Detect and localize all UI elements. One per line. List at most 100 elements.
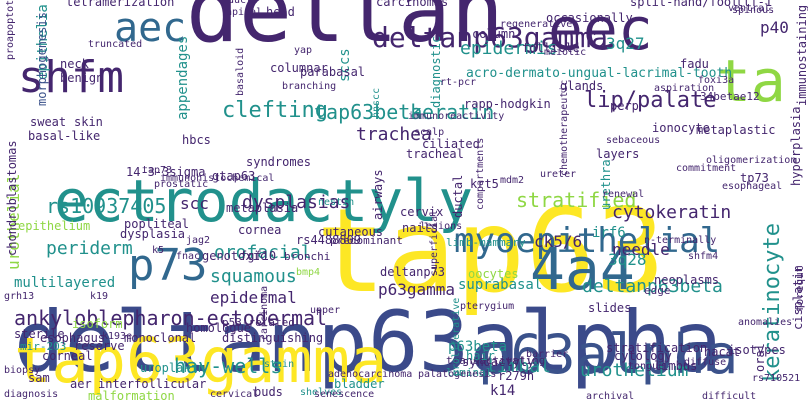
cloud-word: fnac	[176, 251, 201, 262]
cloud-word: hay-wells	[174, 354, 283, 378]
cloud-word: diagnostic	[429, 35, 443, 108]
cloud-word: regenerative	[500, 19, 573, 30]
cloud-word: clefting	[222, 98, 328, 123]
cloud-word: tap63beta	[314, 100, 423, 124]
cloud-word: 3q27	[606, 34, 645, 53]
cloud-word: dysplasias	[242, 192, 351, 213]
cloud-word: carcinomas	[376, 0, 449, 9]
cloud-word: hacat	[704, 345, 741, 359]
cloud-word: fgf10	[240, 249, 277, 263]
cloud-word: urethra	[599, 159, 613, 210]
cloud-word: renewal	[602, 189, 645, 200]
cloud-word: tetramerization	[66, 0, 175, 9]
cloud-word: 4a4	[530, 235, 635, 303]
cloud-word: acro-dermato-ungual-lacrimal-tooth	[466, 66, 733, 81]
cloud-word: proliferative	[451, 297, 462, 376]
cloud-word: p63beta	[448, 339, 508, 355]
cloud-word: orofacial	[214, 242, 312, 263]
cloud-word: benign	[60, 71, 104, 85]
cloud-word: limbal	[486, 356, 552, 377]
cloud-word: perp	[610, 99, 639, 113]
cloud-word: aer	[70, 377, 92, 391]
cloud-word: mir-203	[20, 340, 67, 353]
cloud-word: neoplasms	[654, 273, 720, 287]
cloud-word: limb-mammary	[446, 236, 526, 249]
cloud-word: follicle	[522, 41, 580, 55]
cloud-word: head	[266, 5, 295, 19]
cloud-word: trachea	[356, 124, 432, 145]
cloud-word: tongue	[628, 361, 665, 372]
cloud-word: ciliated	[422, 137, 480, 151]
cloud-word: truncated	[88, 39, 143, 50]
cloud-word: suprabasal	[458, 277, 543, 293]
cloud-word: esophageal	[722, 181, 783, 192]
cloud-word: periderm	[46, 238, 133, 259]
cloud-word: palatogenesis	[418, 369, 497, 380]
cloud-word: oocytes	[468, 267, 519, 281]
cloud-word: tap63	[316, 184, 666, 319]
cloud-word: senescence	[314, 389, 375, 400]
cloud-word: spinous	[732, 5, 775, 16]
cloud-word: uroplakin	[140, 361, 206, 375]
cloud-word: neck	[60, 57, 89, 71]
cloud-word: p63gamma	[378, 280, 456, 299]
cloud-word: ttf-1	[736, 0, 773, 9]
cloud-word: yap	[294, 45, 313, 56]
cloud-word: k193e	[102, 331, 133, 342]
cloud-word: sweat	[30, 115, 67, 129]
cloud-word: squamous	[210, 266, 297, 287]
cloud-word: hyperplasia	[789, 106, 803, 186]
cloud-word: metaplasia	[226, 201, 299, 215]
cloud-word: 3q28	[608, 250, 647, 269]
cloud-word: foxi3a	[698, 75, 735, 86]
cloud-word: malformation	[88, 389, 175, 403]
cloud-word: biopsy	[4, 365, 41, 376]
cloud-word: archival	[586, 391, 635, 402]
cloud-word: deltanp63beta	[582, 276, 723, 297]
cloud-word: limbus	[654, 359, 698, 373]
cloud-word: cisplatin	[791, 264, 805, 330]
cloud-word: anomalies	[738, 317, 793, 328]
cloud-word: edge	[644, 284, 671, 297]
cloud-word: ducts	[228, 0, 259, 6]
cloud-word: proapoptotic	[5, 0, 16, 60]
cloud-word: r279h	[498, 369, 535, 383]
cloud-word: prostatic	[154, 179, 209, 190]
cloud-word: split-hand/foot	[630, 0, 739, 9]
cloud-word: barrier	[526, 349, 569, 360]
cloud-word: irf6	[592, 225, 626, 241]
cloud-word: meiotic	[544, 47, 587, 58]
cloud-word: adenocarcinoma	[328, 369, 413, 380]
cloud-word: stratified	[516, 188, 637, 212]
cloud-word: ureter	[540, 169, 577, 180]
cloud-word: rt-pcr	[440, 77, 477, 88]
cloud-word: rapp-hodgkin	[464, 97, 551, 111]
cloud-word: stratification	[606, 341, 708, 355]
cloud-word: rs4488809	[296, 233, 362, 247]
cloud-word: shelves	[300, 387, 343, 398]
cloud-word: jag2	[186, 235, 211, 246]
cloud-word: sterile	[14, 327, 65, 341]
cloud-word: skin	[74, 115, 103, 129]
cloud-word: syndactyly	[462, 355, 535, 369]
cloud-word: branching	[282, 81, 337, 92]
cloud-word: p53-related	[222, 316, 295, 329]
cloud-word: commitment	[676, 163, 737, 174]
cloud-word: basaloid	[235, 47, 246, 96]
cloud-word: myoepithelial	[454, 221, 721, 261]
cloud-word: tracheal	[406, 147, 464, 161]
cloud-word: compartments	[475, 137, 486, 210]
cloud-word: airways	[371, 169, 385, 220]
cloud-word: upper	[310, 305, 341, 316]
cloud-word: syndromes	[246, 155, 312, 169]
cloud-word: hbcs	[182, 133, 211, 147]
cloud-word: keratin	[410, 100, 495, 124]
cloud-word: aec	[114, 5, 187, 51]
cloud-word: ta	[716, 47, 786, 115]
cloud-word: bladder	[334, 377, 385, 391]
cloud-word: luminal	[446, 366, 493, 379]
cloud-word: fadu	[680, 57, 709, 71]
cloud-word: cervix	[400, 205, 444, 219]
cloud-word: sebaceous	[606, 135, 661, 146]
cloud-word: ck5/6	[534, 232, 583, 251]
